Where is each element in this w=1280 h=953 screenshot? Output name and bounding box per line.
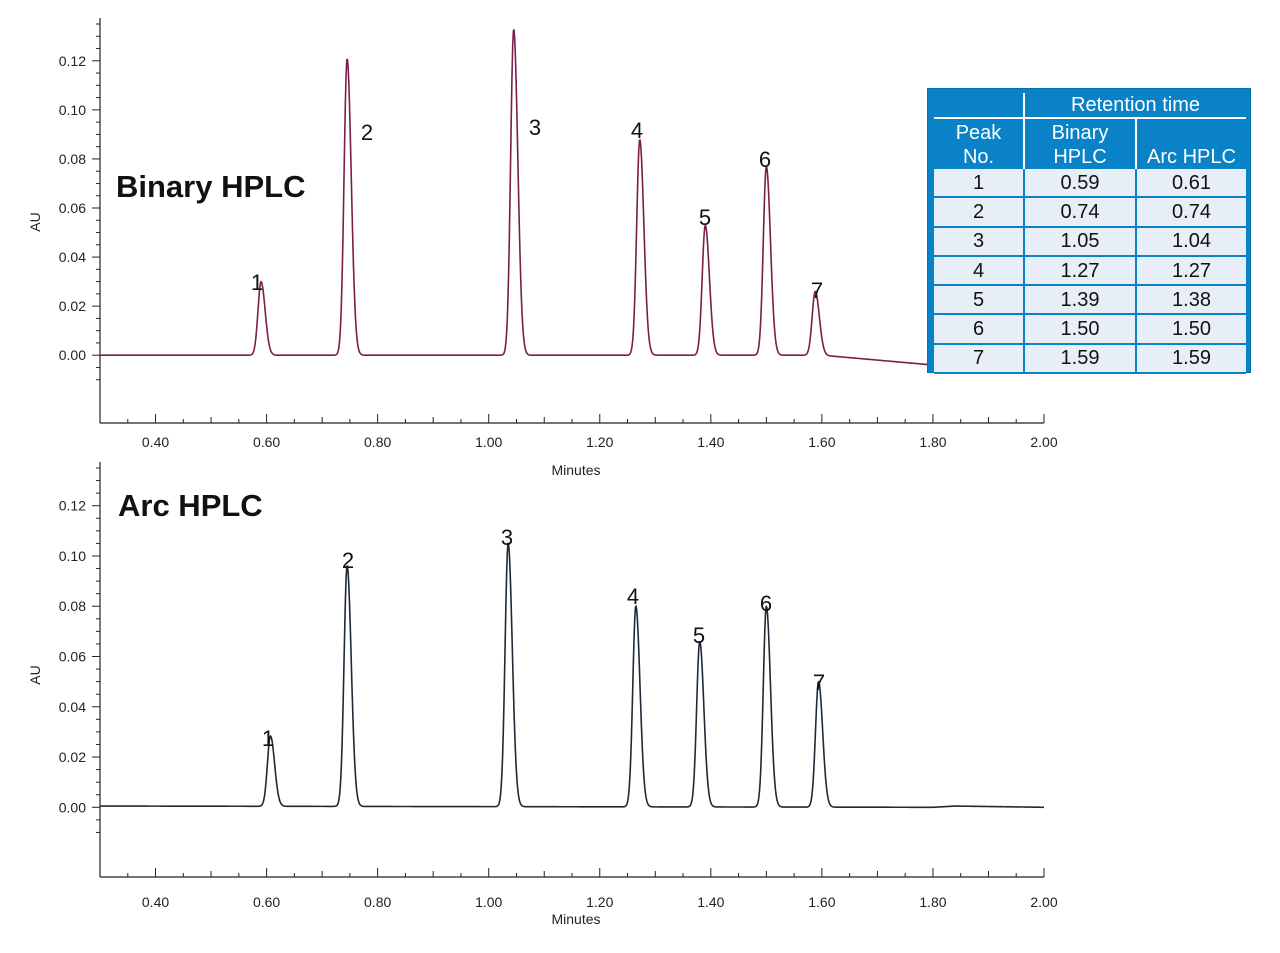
y-tick-label: 0.12	[59, 498, 86, 514]
peak-label: 6	[759, 147, 771, 172]
x-tick-label: 1.00	[475, 894, 502, 910]
peak-label: 5	[699, 205, 711, 230]
table-row: 6 1.50 1.50	[934, 314, 1246, 345]
y-tick-label: 0.12	[59, 53, 86, 69]
x-tick-label: 1.40	[697, 894, 724, 910]
x-tick-label: 1.60	[808, 434, 835, 450]
table-cell-arc: 1.59	[1135, 343, 1246, 375]
table-cell-arc: 1.38	[1135, 285, 1246, 316]
table-col-arc-label: Arc HPLC	[1147, 146, 1236, 168]
y-tick-label: 0.10	[59, 548, 86, 564]
table-row: 5 1.39 1.38	[934, 285, 1246, 316]
x-tick-label: 1.00	[475, 434, 502, 450]
x-tick-label: 1.20	[586, 894, 613, 910]
peak-label: 4	[627, 584, 639, 609]
y-tick-label: 0.04	[59, 699, 86, 715]
x-tick-label: 1.80	[919, 894, 946, 910]
table-cell-binary: 0.59	[1023, 169, 1136, 199]
table-cell-arc: 1.50	[1135, 314, 1246, 345]
table-cell-peak: 2	[934, 197, 1024, 228]
table-cell-arc: 1.27	[1135, 255, 1246, 287]
table-col-binary: Binary HPLC	[1023, 118, 1136, 169]
peak-label: 1	[251, 270, 263, 295]
chart-title: Binary HPLC	[116, 169, 305, 204]
y-tick-label: 0.06	[59, 200, 86, 216]
y-axis-title: AU	[27, 665, 43, 684]
binary-hplc-chart: 0.00 0.02 0.04 0.06 0.08 0.10 0.12 0.40 0.60 0.80…	[27, 18, 1058, 478]
table-cell-peak: 6	[934, 314, 1024, 345]
peak-label: 4	[631, 118, 643, 143]
x-tick-label: 0.40	[142, 434, 169, 450]
table-row: 2 0.74 0.74	[934, 197, 1246, 228]
table-row: 7 1.59 1.59	[934, 343, 1246, 375]
peak-label: 7	[811, 278, 823, 303]
table-cell-arc: 1.04	[1135, 226, 1246, 257]
table-col-arc: Arc HPLC	[1135, 118, 1246, 169]
x-tick-label: 1.40	[697, 434, 724, 450]
peak-label: 2	[342, 548, 354, 573]
table-cell-arc: 0.74	[1135, 197, 1246, 228]
peak-label: 3	[529, 115, 541, 140]
table-row: 4 1.27 1.27	[934, 255, 1246, 287]
y-axis-title: AU	[27, 212, 43, 231]
y-tick-label: 0.06	[59, 649, 86, 665]
peak-label: 1	[262, 726, 274, 751]
table-col-binary-line1: Binary	[1051, 122, 1109, 144]
y-tick-label: 0.04	[59, 249, 86, 265]
x-axis-title: Minutes	[551, 911, 600, 927]
x-tick-label: 2.00	[1030, 894, 1057, 910]
table-cell-peak: 3	[934, 226, 1024, 257]
table-row: 3 1.05 1.04	[934, 226, 1246, 257]
table-cell-binary: 1.50	[1023, 314, 1136, 345]
table-header-blank	[934, 93, 1024, 119]
peak-label: 7	[813, 670, 825, 695]
x-tick-label: 1.20	[586, 434, 613, 450]
x-tick-label: 0.80	[364, 894, 391, 910]
chromatogram-trace	[99, 542, 1045, 809]
table-col-peak-line1: Peak	[955, 122, 1002, 144]
table-cell-binary: 1.59	[1023, 343, 1136, 375]
table-cell-arc: 0.61	[1135, 169, 1246, 199]
table-cell-binary: 1.05	[1023, 226, 1136, 257]
arc-hplc-chart: 0.00 0.02 0.04 0.06 0.08 0.10 0.12 0.40 0.60 0.80…	[27, 462, 1058, 927]
x-tick-label: 2.00	[1030, 434, 1057, 450]
table-cell-binary: 0.74	[1023, 197, 1136, 228]
peak-label: 2	[361, 120, 373, 145]
y-tick-label: 0.02	[59, 749, 86, 765]
peak-label: 5	[693, 623, 705, 648]
chromatogram-trace	[99, 29, 1045, 369]
table-col-peak: Peak No.	[934, 118, 1024, 169]
table-row: 1 0.59 0.61	[934, 169, 1246, 199]
chart-title: Arc HPLC	[118, 488, 263, 523]
table-cell-peak: 1	[934, 169, 1024, 199]
x-tick-label: 1.60	[808, 894, 835, 910]
y-tick-label: 0.02	[59, 298, 86, 314]
x-tick-label: 0.60	[253, 894, 280, 910]
y-tick-label: 0.08	[59, 151, 86, 167]
table-group-header: Retention time	[1023, 93, 1246, 119]
x-tick-label: 1.80	[919, 434, 946, 450]
x-tick-label: 0.60	[253, 434, 280, 450]
peak-label: 3	[501, 525, 513, 550]
y-tick-label: 0.00	[59, 347, 86, 363]
x-tick-label: 0.80	[364, 434, 391, 450]
x-axis-title: Minutes	[551, 462, 600, 478]
peak-label: 6	[760, 591, 772, 616]
y-tick-label: 0.10	[59, 102, 86, 118]
table-cell-peak: 5	[934, 285, 1024, 316]
table-cell-binary: 1.27	[1023, 255, 1136, 287]
retention-time-table: Retention time Peak No. Binary HPLC Arc …	[927, 88, 1251, 375]
x-tick-label: 0.40	[142, 894, 169, 910]
y-tick-label: 0.08	[59, 598, 86, 614]
table-cell-binary: 1.39	[1023, 285, 1136, 316]
table-col-peak-line2: No.	[962, 146, 995, 168]
table-col-binary-line2: HPLC	[1053, 146, 1107, 168]
retention-time-table-grid: Retention time Peak No. Binary HPLC Arc …	[934, 93, 1246, 375]
table-cell-peak: 7	[934, 343, 1024, 375]
y-tick-label: 0.00	[59, 799, 86, 815]
table-cell-peak: 4	[934, 255, 1024, 287]
